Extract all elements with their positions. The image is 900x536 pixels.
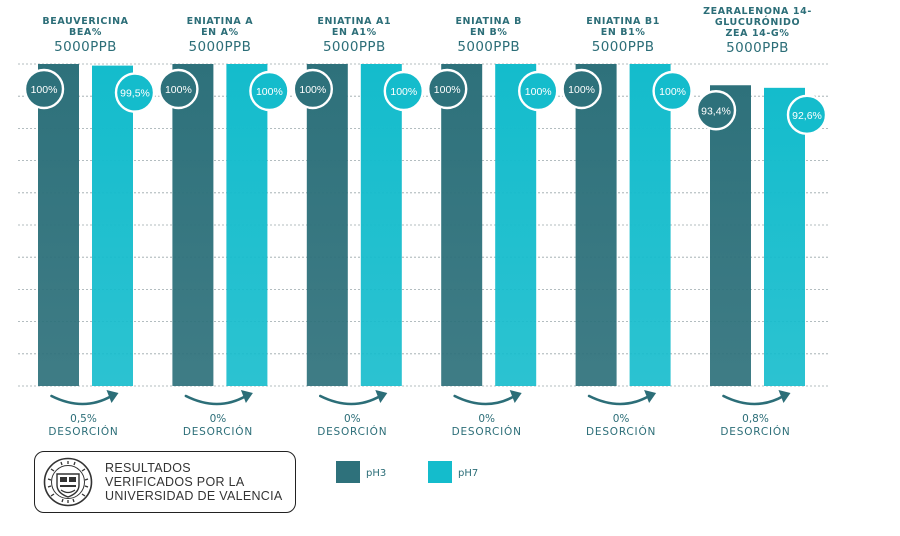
- badge-circle-pH3-5: [695, 90, 737, 131]
- desorption-arrow-4: [587, 394, 651, 406]
- badge-circle-pH3-0: [23, 68, 65, 110]
- category-dose-2: 5000PPB: [323, 39, 386, 55]
- gridlines: [18, 63, 830, 387]
- badge-circle-pH7-4: [652, 70, 693, 112]
- legend-label-pH3: pH3: [366, 468, 386, 479]
- desorption-arrowhead-4: [644, 390, 657, 403]
- verification-line-2: VERIFICADOS POR LA: [105, 475, 245, 489]
- badge-circle-pH7-0: [114, 72, 156, 113]
- bar-pH7-5: [764, 87, 805, 386]
- desorption-arrowhead-1: [240, 390, 253, 403]
- badge-value-pH7-3: 100%: [525, 86, 552, 98]
- desorption-value-5: 0,8%: [742, 413, 769, 425]
- bar-pH3-1: [172, 64, 214, 386]
- legend-swatch-pH3: [336, 461, 360, 483]
- category-title-0-1: BEA%: [69, 27, 102, 38]
- category-title-5-1: GLUCURÓNIDO: [715, 16, 800, 28]
- badge-value-pH3-4: 100%: [568, 84, 595, 96]
- desorption-arrow-1: [184, 394, 248, 406]
- badge-circle-pH3-2: [292, 68, 333, 110]
- desorption-label-4: DESORCIÓN: [586, 425, 656, 438]
- legend-swatch-pH7: [428, 461, 452, 483]
- category-title-4-0: ENIATINA B1: [586, 16, 660, 27]
- desorption-arrowhead-0: [106, 390, 119, 403]
- desorption-arrow-3: [453, 394, 516, 406]
- bar-pH3-3: [441, 64, 483, 386]
- category-dose-1: 5000PPB: [189, 39, 252, 55]
- desorption-arrowhead-3: [509, 390, 522, 403]
- value-badges: 100% 99,5% 100% 100% 100% 100% 100% 100% 100% 100…: [23, 68, 828, 136]
- desorption-arrow-5: [722, 394, 785, 406]
- bar-pH3-5: [710, 85, 751, 386]
- desorption-arrowhead-2: [375, 390, 388, 403]
- category-dose-5: 5000PPB: [726, 40, 789, 56]
- badge-circle-pH7-5: [786, 94, 828, 136]
- badge-value-pH7-5: 92,6%: [792, 110, 822, 122]
- category-title-3-1: EN B%: [470, 27, 508, 38]
- badge-circle-pH7-3: [518, 70, 559, 112]
- desorption-value-0: 0,5%: [70, 413, 97, 425]
- badge-value-pH3-0: 100%: [31, 84, 58, 96]
- category-dose-4: 5000PPB: [592, 39, 655, 55]
- desorption-label-1: DESORCIÓN: [183, 425, 253, 438]
- desorption-labels: 0,5%DESORCIÓN0%DESORCIÓN0%DESORCIÓN0%DES…: [48, 390, 791, 438]
- bar-pH3-0: [38, 64, 79, 386]
- bar-pH7-4: [629, 64, 671, 386]
- verification-stamp: RESULTADOS VERIFICADOS POR LA UNIVERSIDA…: [34, 451, 296, 513]
- bar-pH3-2: [306, 64, 348, 386]
- verification-text: RESULTADOS VERIFICADOS POR LA UNIVERSIDA…: [105, 461, 291, 503]
- legend-label-pH7: pH7: [458, 468, 478, 479]
- verification-line-3: UNIVERSIDAD DE VALENCIA: [105, 489, 283, 503]
- category-title-1-1: EN A%: [201, 27, 239, 38]
- bar-pH7-1: [226, 64, 268, 386]
- university-seal-icon: [43, 457, 93, 507]
- bar-pH3-4: [575, 64, 617, 386]
- bar-pH7-2: [360, 64, 402, 386]
- category-title-1-0: ENIATINA A: [187, 16, 254, 27]
- desorption-value-4: 0%: [613, 413, 630, 425]
- badge-circle-pH7-1: [249, 70, 290, 112]
- category-title-0-0: BEAUVERICINA: [42, 16, 128, 27]
- badge-value-pH3-2: 100%: [299, 84, 326, 96]
- desorption-arrowhead-5: [778, 390, 791, 403]
- badge-value-pH3-3: 100%: [434, 84, 461, 96]
- bars: [38, 64, 805, 387]
- category-title-2-1: EN A1%: [332, 27, 377, 38]
- badge-value-pH3-5: 93,4%: [701, 105, 731, 117]
- desorption-value-3: 0%: [478, 413, 495, 425]
- desorption-label-3: DESORCIÓN: [452, 425, 522, 438]
- desorption-label-5: DESORCIÓN: [720, 425, 790, 438]
- badge-value-pH7-0: 99,5%: [120, 88, 150, 100]
- category-title-4-1: EN B1%: [601, 27, 646, 38]
- desorption-arrow-2: [319, 394, 382, 406]
- verification-line-1: RESULTADOS: [105, 461, 191, 475]
- badge-value-pH7-4: 100%: [659, 86, 686, 98]
- category-title-3-0: ENIATINA B: [455, 16, 521, 27]
- desorption-label-0: DESORCIÓN: [48, 425, 118, 438]
- badge-circle-pH3-3: [427, 68, 468, 110]
- badge-value-pH7-2: 100%: [390, 86, 417, 98]
- legend: pH3 pH7: [336, 461, 478, 483]
- badge-circle-pH3-1: [158, 68, 199, 110]
- desorption-arrow-0: [50, 394, 113, 406]
- category-dose-3: 5000PPB: [457, 39, 520, 55]
- bar-pH7-3: [495, 64, 537, 386]
- bar-pH7-0: [92, 65, 133, 387]
- category-title-5-2: ZEA 14-G%: [726, 28, 790, 39]
- desorption-value-2: 0%: [344, 413, 361, 425]
- category-title-5-0: ZEARALENONA 14-: [703, 6, 812, 17]
- badge-circle-pH3-4: [561, 68, 602, 110]
- category-dose-0: 5000PPB: [54, 39, 117, 55]
- desorption-value-1: 0%: [210, 413, 227, 425]
- badge-value-pH7-1: 100%: [256, 86, 283, 98]
- category-title-2-0: ENIATINA A1: [317, 16, 391, 27]
- desorption-label-2: DESORCIÓN: [317, 425, 387, 438]
- badge-value-pH3-1: 100%: [165, 84, 192, 96]
- badge-circle-pH7-2: [383, 70, 424, 112]
